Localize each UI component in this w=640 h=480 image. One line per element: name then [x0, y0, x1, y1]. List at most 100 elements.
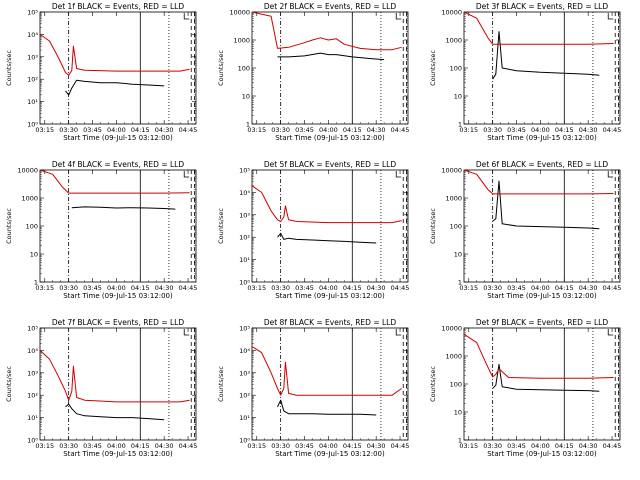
- x-tick-label: 03:15: [35, 284, 54, 292]
- x-tick-label: 03:30: [59, 442, 78, 450]
- y-tick-label: 10⁵: [239, 325, 250, 333]
- x-tick-label: 03:45: [83, 126, 102, 134]
- y-tick-label: 10⁵: [239, 167, 250, 175]
- y-tick-label: 1: [34, 279, 38, 287]
- x-tick-label: 04:15: [343, 284, 362, 292]
- plot-frame: [251, 169, 409, 283]
- x-tick-label: 04:30: [579, 442, 598, 450]
- series-line-lld: [251, 185, 402, 224]
- x-tick-label: 04:45: [179, 126, 198, 134]
- x-tick-label: 04:00: [107, 442, 126, 450]
- y-tick-label: 10²: [239, 392, 250, 400]
- x-tick-label: 04:00: [107, 284, 126, 292]
- x-tick-label: 04:45: [179, 442, 198, 450]
- series-line-events: [277, 399, 377, 416]
- series-line-lld: [463, 169, 614, 195]
- x-tick-label: 03:15: [459, 126, 478, 134]
- y-tick-label: 10⁰: [239, 279, 250, 287]
- y-tick-label: 10⁴: [239, 347, 250, 355]
- chart-panel-9: Det 9f BLACK = Events, RED = LLD 1 10 100 10…: [426, 318, 626, 468]
- plot-frame: [463, 327, 621, 441]
- y-tick-label: 10⁰: [27, 437, 38, 445]
- x-tick-label: 04:45: [603, 126, 622, 134]
- chart-svg: Det 4f BLACK = Events, RED = LLD 1 10 100 10…: [5, 160, 197, 300]
- x-axis-label: Start Time (09-Jul-15 03:12:00): [63, 292, 173, 300]
- x-tick-label: 03:15: [459, 284, 478, 292]
- chart-svg: Det 8f BLACK = Events, RED = LLD 10⁰ 10¹ 10…: [217, 318, 410, 458]
- x-tick-label: 03:30: [483, 284, 502, 292]
- x-tick-label: 04:15: [555, 284, 574, 292]
- y-axis-label: Counts/sec: [5, 366, 13, 402]
- corner-marker: [183, 329, 190, 336]
- x-tick-label: 04:45: [391, 284, 410, 292]
- chart-svg: Det 1f BLACK = Events, RED = LLD 10⁰ 10¹ 10…: [5, 2, 198, 142]
- y-tick-label: 10²: [27, 392, 38, 400]
- x-axis-label: Start Time (09-Jul-15 03:12:00): [487, 450, 597, 458]
- y-tick-label: 1000: [21, 195, 38, 203]
- series-line-lld: [39, 169, 190, 194]
- plot-frame: [39, 169, 197, 283]
- y-axis-label: Counts/sec: [217, 208, 225, 244]
- plot-frame: [39, 327, 197, 441]
- x-tick-label: 03:30: [271, 442, 290, 450]
- y-tick-label: 10: [454, 251, 462, 259]
- y-tick-label: 1: [458, 437, 462, 445]
- corner-marker: [183, 13, 190, 20]
- series-line-events: [277, 52, 385, 61]
- x-tick-label: 04:15: [555, 442, 574, 450]
- series-line-events: [492, 363, 600, 392]
- x-tick-label: 04:00: [107, 126, 126, 134]
- plot-frame: [251, 11, 409, 125]
- chart-svg: Det 5f BLACK = Events, RED = LLD 10⁰ 10¹ 10…: [217, 160, 410, 300]
- y-tick-label: 100: [450, 65, 462, 73]
- x-axis-label: Start Time (09-Jul-15 03:12:00): [63, 450, 173, 458]
- x-tick-label: 03:45: [507, 126, 526, 134]
- y-tick-label: 1000: [445, 353, 462, 361]
- chart-panel-4: Det 4f BLACK = Events, RED = LLD 1 10 100 10…: [2, 160, 202, 310]
- y-axis-label: Counts/sec: [5, 50, 13, 86]
- x-tick-label: 03:15: [247, 442, 266, 450]
- x-tick-label: 03:15: [247, 284, 266, 292]
- y-tick-label: 10¹: [239, 414, 250, 422]
- x-tick-label: 04:00: [531, 284, 550, 292]
- y-tick-label: 10⁴: [27, 347, 38, 355]
- x-tick-label: 04:45: [603, 284, 622, 292]
- x-tick-label: 04:15: [131, 442, 150, 450]
- x-tick-label: 03:45: [83, 284, 102, 292]
- x-tick-label: 04:15: [343, 126, 362, 134]
- x-tick-label: 04:45: [391, 442, 410, 450]
- x-tick-label: 04:15: [131, 126, 150, 134]
- y-tick-label: 10⁵: [27, 325, 38, 333]
- x-tick-label: 04:30: [155, 126, 174, 134]
- series-line-lld: [39, 350, 190, 403]
- y-tick-label: 10¹: [27, 414, 38, 422]
- y-tick-label: 10³: [239, 369, 250, 377]
- x-tick-label: 04:45: [391, 126, 410, 134]
- corner-marker: [395, 329, 402, 336]
- plot-frame: [39, 11, 197, 125]
- y-tick-label: 1: [458, 121, 462, 129]
- series-line-events: [492, 31, 600, 80]
- series-line-lld: [463, 333, 614, 379]
- x-tick-label: 03:30: [59, 284, 78, 292]
- y-tick-label: 1: [246, 121, 250, 129]
- x-tick-label: 03:30: [271, 126, 290, 134]
- x-tick-label: 04:00: [531, 442, 550, 450]
- y-tick-label: 10⁴: [27, 31, 38, 39]
- x-tick-label: 04:30: [155, 284, 174, 292]
- corner-marker: [607, 171, 614, 178]
- chart-title: Det 4f BLACK = Events, RED = LLD: [52, 160, 185, 169]
- y-tick-label: 10000: [229, 9, 250, 17]
- x-tick-label: 04:45: [603, 442, 622, 450]
- corner-marker: [607, 13, 614, 20]
- x-tick-label: 03:15: [35, 126, 54, 134]
- chart-title: Det 7f BLACK = Events, RED = LLD: [52, 318, 185, 327]
- y-tick-label: 10⁰: [239, 437, 250, 445]
- plot-frame: [463, 11, 621, 125]
- chart-title: Det 1f BLACK = Events, RED = LLD: [52, 2, 185, 11]
- chart-panel-5: Det 5f BLACK = Events, RED = LLD 10⁰ 10¹ 10…: [214, 160, 414, 310]
- series-line-events: [492, 180, 600, 230]
- series-line-lld: [463, 11, 614, 45]
- y-tick-label: 1000: [445, 37, 462, 45]
